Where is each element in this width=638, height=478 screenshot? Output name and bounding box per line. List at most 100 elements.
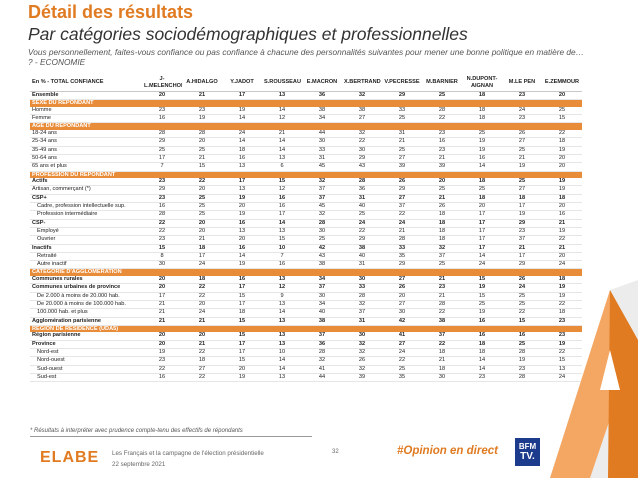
table-cell: 29 <box>502 219 542 228</box>
table-cell: 17 <box>142 292 182 301</box>
section-label: REGION DE RESIDENCE (UDA5) <box>30 325 582 333</box>
table-cell: 31 <box>342 260 382 270</box>
table-cell: 25 <box>462 300 502 310</box>
table-row: 100.000 hab. et plus 21 24 18 14 40 37 30 22 19 22… <box>30 308 582 318</box>
table-cell: 23 <box>502 114 542 124</box>
table-cell: 28 <box>422 300 462 310</box>
table-cell: 14 <box>262 146 302 155</box>
table-cell: 14 <box>462 162 502 172</box>
table-cell: 6 <box>262 162 302 172</box>
table-cell: 25 <box>422 260 462 270</box>
table-cell: 20 <box>222 235 262 245</box>
row-label: Autre inactif <box>30 260 142 270</box>
table-cell: 30 <box>342 146 382 155</box>
table-cell: 40 <box>342 252 382 262</box>
column-header: M.BARNIER <box>422 74 462 92</box>
table-cell: 29 <box>382 260 422 270</box>
table-cell: 28 <box>182 130 222 139</box>
table-cell: 22 <box>182 348 222 358</box>
row-label: Profession intermédiaire <box>30 210 142 220</box>
table-cell: 30 <box>342 276 382 285</box>
table-cell: 13 <box>262 154 302 164</box>
table-cell: 21 <box>382 137 422 147</box>
table-cell: 29 <box>342 235 382 245</box>
section-label: AGE DU REPONDANT <box>30 122 582 131</box>
table-cell: 18 <box>422 210 462 220</box>
table-corner-label: En % - TOTAL CONFIANCE <box>30 74 142 92</box>
table-cell: 35 <box>382 252 422 262</box>
table-cell: 15 <box>542 114 582 124</box>
table-cell: 18 <box>462 340 502 350</box>
table-cell: 45 <box>302 202 342 212</box>
table-cell: 22 <box>182 283 222 293</box>
table-row: Retraité 8 17 14 7 43 40 35 37 14 17 20 <box>30 252 582 262</box>
table-cell: 20 <box>142 91 182 101</box>
table-cell: 10 <box>262 244 302 253</box>
table-cell: 37 <box>342 308 382 318</box>
table-cell: 17 <box>222 348 262 358</box>
table-body: Ensemble 20 21 17 13 36 32 29 25 18 23 20 SEXE DU RE… <box>30 91 582 383</box>
table-cell: 33 <box>302 146 342 155</box>
table-row: Actifs 23 22 17 15 32 28 26 20 18 25 19 <box>30 178 582 187</box>
table-cell: 14 <box>222 252 262 262</box>
row-label: Communes urbaines de province <box>30 283 142 293</box>
table-cell: 18 <box>462 91 502 101</box>
table-cell: 22 <box>422 308 462 318</box>
table-cell: 19 <box>462 283 502 293</box>
table-row: Province 20 21 17 13 36 32 27 22 18 25 19 <box>30 340 582 350</box>
table-cell: 18 <box>422 219 462 228</box>
row-label: De 2.000 à moins de 20.000 hab. <box>30 292 142 301</box>
row-label: Actifs <box>30 178 142 187</box>
table-cell: 20 <box>542 91 582 101</box>
table-cell: 25 <box>422 185 462 195</box>
row-label: 65 ans et plus <box>30 162 142 172</box>
table-cell: 16 <box>422 137 462 147</box>
table-cell: 28 <box>502 373 542 383</box>
table-cell: 16 <box>462 317 502 326</box>
table-cell: 32 <box>342 348 382 358</box>
table-cell: 14 <box>262 219 302 228</box>
table-cell: 17 <box>222 340 262 350</box>
table-cell: 13 <box>222 162 262 172</box>
table-cell: 17 <box>262 210 302 220</box>
table-cell: 21 <box>502 154 542 164</box>
table-cell: 20 <box>222 365 262 374</box>
table-cell: 23 <box>542 332 582 341</box>
table-cell: 18 <box>422 227 462 237</box>
table-cell: 21 <box>422 356 462 366</box>
table-cell: 24 <box>502 106 542 116</box>
table-cell: 19 <box>222 373 262 383</box>
table-cell: 19 <box>502 162 542 172</box>
table-cell: 22 <box>382 210 422 220</box>
table-cell: 19 <box>222 260 262 270</box>
table-cell: 32 <box>342 130 382 139</box>
table-cell: 17 <box>462 210 502 220</box>
table-row: De 20.000 à moins de 100.000 hab. 21 20 17 1… <box>30 300 582 310</box>
table-cell: 27 <box>382 300 422 310</box>
table-cell: 8 <box>142 252 182 262</box>
table-cell: 32 <box>342 340 382 350</box>
table-cell: 14 <box>222 114 262 124</box>
table-cell: 35 <box>382 373 422 383</box>
row-label: Sud-ouest <box>30 365 142 374</box>
table-cell: 20 <box>142 332 182 341</box>
table-cell: 27 <box>502 185 542 195</box>
table-cell: 23 <box>142 235 182 245</box>
hashtag: #Opinion en direct <box>397 445 498 457</box>
table-cell: 20 <box>222 202 262 212</box>
column-header: X.BERTRAND <box>342 74 382 92</box>
table-cell: 19 <box>182 114 222 124</box>
table-cell: 22 <box>342 227 382 237</box>
table-cell: 18 <box>422 365 462 374</box>
table-row: Région parisienne 20 20 15 13 37 30 41 37 16 16 23 <box>30 332 582 341</box>
table-row: Artisan, commerçant (*) 29 20 13 12 37 36 29 25 2… <box>30 185 582 195</box>
table-row: Profession intermédiaire 28 25 19 17 32 25 22 18… <box>30 210 582 220</box>
table-cell: 17 <box>462 235 502 245</box>
table-cell: 19 <box>502 356 542 366</box>
table-cell: 39 <box>382 162 422 172</box>
row-label: 18-24 ans <box>30 130 142 139</box>
table-cell: 37 <box>382 202 422 212</box>
table-cell: 29 <box>382 91 422 101</box>
table-row: Communes rurales 20 18 16 13 34 30 27 21 15 26 18 <box>30 276 582 285</box>
table-cell: 24 <box>182 308 222 318</box>
